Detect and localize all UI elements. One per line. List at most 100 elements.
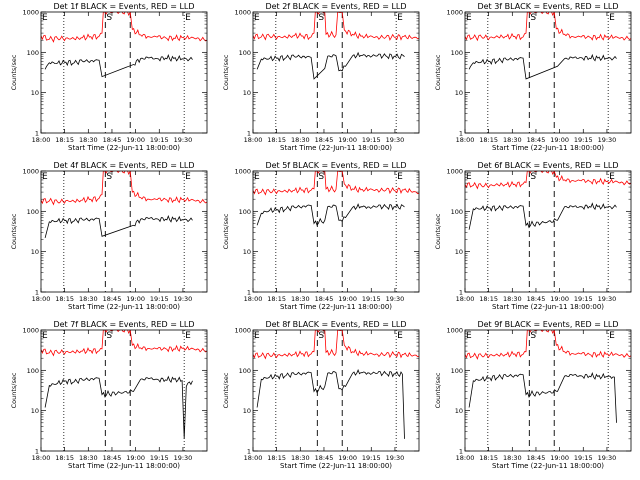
annotation-e: E [185,13,191,23]
y-axis-label: Counts/sec [222,213,230,249]
plot-frame [464,170,632,293]
x-tick-label: 18:30 [503,136,522,144]
x-tick-label: 18:15 [479,454,498,462]
events-series-line [44,375,193,439]
events-series-line [468,202,617,230]
x-tick-label: 19:15 [362,295,381,303]
x-tick-label: 19:15 [362,136,381,144]
events-series-line [468,372,617,423]
y-tick-label: 1 [35,448,39,456]
annotation-e: E [466,172,472,182]
y-tick-label: 1000 [22,168,39,176]
x-axis-label: Start Time (22-Jun-11 18:00:00) [68,144,180,152]
y-tick-label: 1000 [446,327,463,335]
plot-frame [464,11,632,134]
y-axis-label: Counts/sec [10,372,18,408]
x-tick-label: 18:00 [456,295,475,303]
y-axis-label: Counts/sec [434,372,442,408]
y-tick-label: 100 [239,367,251,375]
y-tick-label: 100 [239,49,251,57]
panel-title: Det 2f BLACK = Events, RED = LLD [265,2,406,11]
panel-4: Det 4f BLACK = Events, RED = LLD 18:00 18:… [10,161,208,311]
annotation-s: S [106,331,112,341]
y-tick-label: 10 [243,89,251,97]
x-axis-label: Start Time (22-Jun-11 18:00:00) [492,144,604,152]
annotation-e: E [397,172,403,182]
y-tick-label: 10 [455,89,463,97]
x-tick-label: 18:15 [267,454,286,462]
panel-title: Det 5f BLACK = Events, RED = LLD [265,161,406,170]
series-group [465,330,631,423]
x-tick-label: 18:45 [315,136,334,144]
x-tick-label: 18:15 [267,136,286,144]
x-axis-label: Start Time (22-Jun-11 18:00:00) [68,462,180,470]
annotation-s: S [318,13,324,23]
x-tick-label: 19:30 [386,136,405,144]
y-tick-label: 1000 [234,168,251,176]
y-tick-label: 1 [459,448,463,456]
lld-series-line [41,12,207,43]
x-tick-label: 18:30 [503,295,522,303]
y-tick-label: 1 [35,289,39,297]
x-tick-label: 18:30 [291,136,310,144]
plot-frame [464,329,632,452]
x-tick-label: 19:00 [550,454,569,462]
y-tick-label: 1000 [446,168,463,176]
annotation-s: S [318,172,324,182]
y-tick-label: 1000 [234,327,251,335]
panel-1: Det 1f BLACK = Events, RED = LLD 18:00 18:… [10,2,208,152]
y-tick-label: 100 [451,367,463,375]
y-tick-label: 10 [243,248,251,256]
y-tick-label: 100 [451,49,463,57]
panel-title: Det 3f BLACK = Events, RED = LLD [477,2,618,11]
annotation-e: E [185,331,191,341]
panel-title: Det 6f BLACK = Events, RED = LLD [477,161,618,170]
x-tick-label: 19:15 [362,454,381,462]
x-tick-label: 18:15 [55,454,74,462]
x-axis-label: Start Time (22-Jun-11 18:00:00) [280,144,392,152]
annotation-e: E [254,331,260,341]
y-tick-label: 1 [247,289,251,297]
x-tick-label: 18:45 [527,454,546,462]
y-axis-label: Counts/sec [10,213,18,249]
y-tick-label: 10 [31,248,39,256]
y-axis-label: Counts/sec [434,54,442,90]
x-tick-label: 19:30 [174,295,193,303]
series-group [41,330,207,439]
x-tick-label: 19:00 [126,295,145,303]
x-tick-label: 19:15 [574,454,593,462]
x-axis-label: Start Time (22-Jun-11 18:00:00) [68,303,180,311]
y-tick-label: 10 [243,407,251,415]
x-tick-label: 19:00 [338,295,357,303]
x-tick-label: 18:00 [32,295,51,303]
annotation-s: S [530,331,536,341]
plot-frame [252,11,420,134]
annotation-e: E [466,13,472,23]
x-tick-label: 18:00 [32,454,51,462]
x-tick-label: 18:30 [79,454,98,462]
panel-5: Det 5f BLACK = Events, RED = LLD 18:00 18:… [222,161,420,311]
x-tick-label: 18:45 [527,295,546,303]
panel-7: Det 7f BLACK = Events, RED = LLD 18:00 18:… [10,320,208,470]
annotation-e: E [42,172,48,182]
y-tick-label: 1000 [234,9,251,17]
x-tick-label: 18:30 [503,454,522,462]
x-tick-label: 18:30 [291,295,310,303]
annotation-s: S [106,13,112,23]
x-tick-label: 19:15 [574,136,593,144]
x-tick-label: 18:30 [79,295,98,303]
x-tick-label: 18:00 [244,454,263,462]
y-tick-label: 1 [35,130,39,138]
x-tick-label: 18:30 [79,136,98,144]
y-tick-label: 100 [451,208,463,216]
lld-series-line [41,171,207,206]
x-tick-label: 19:30 [598,454,617,462]
panel-title: Det 8f BLACK = Events, RED = LLD [265,320,406,329]
y-axis-label: Counts/sec [434,213,442,249]
x-tick-label: 18:15 [479,295,498,303]
panel-2: Det 2f BLACK = Events, RED = LLD 18:00 18:… [222,2,420,152]
x-tick-label: 18:45 [103,295,122,303]
lld-series-line [41,330,207,357]
events-series-line [468,53,617,80]
annotation-e: E [397,331,403,341]
